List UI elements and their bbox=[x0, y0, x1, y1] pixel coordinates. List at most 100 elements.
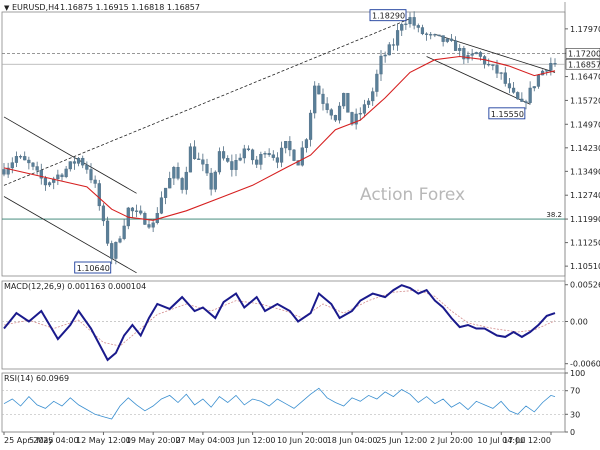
candle-body bbox=[205, 163, 209, 174]
candle-body bbox=[159, 197, 164, 214]
candle-body bbox=[221, 151, 226, 159]
fib-label: 38.2 bbox=[546, 211, 562, 219]
candle-body bbox=[238, 157, 242, 161]
price-tick-label: 1.15720 bbox=[570, 96, 600, 105]
candle-body bbox=[23, 156, 27, 161]
candle-body bbox=[474, 52, 478, 55]
candle-body bbox=[6, 167, 10, 175]
candle-body bbox=[93, 179, 97, 184]
candle-body bbox=[213, 171, 217, 190]
candle-body bbox=[122, 225, 126, 239]
macd-tick-label: 0.005267 bbox=[570, 281, 600, 290]
symbol-label: EURUSD,H4 bbox=[12, 3, 59, 12]
dropdown-icon: ▼ bbox=[4, 4, 10, 12]
candle-body bbox=[549, 62, 553, 71]
candle-body bbox=[536, 74, 541, 87]
candle-body bbox=[292, 149, 296, 161]
candle-body bbox=[47, 182, 52, 186]
candle-body bbox=[130, 207, 135, 212]
candle-body bbox=[553, 62, 557, 65]
candle-body bbox=[14, 156, 19, 163]
candle-body bbox=[375, 73, 379, 92]
rsi-line bbox=[3, 387, 556, 420]
rsi-tick-label: 30 bbox=[570, 410, 580, 419]
candle-body bbox=[400, 24, 404, 31]
macd-signal-line bbox=[3, 289, 556, 347]
low-may-annotation-box bbox=[74, 261, 112, 274]
last-price-axis-label: 1.16857 bbox=[568, 60, 600, 69]
price-tick-label: 1.14970 bbox=[570, 120, 600, 129]
candle-body bbox=[81, 157, 85, 166]
candle-body bbox=[201, 159, 205, 165]
candle-body bbox=[499, 72, 503, 74]
candle-body bbox=[532, 86, 536, 89]
candle-body bbox=[453, 40, 458, 51]
candle-body bbox=[325, 103, 329, 110]
candle-body bbox=[18, 156, 23, 158]
channel-may-upper bbox=[3, 116, 137, 194]
candle-body bbox=[470, 53, 474, 56]
candle-body bbox=[35, 166, 39, 171]
candle-body bbox=[304, 139, 309, 148]
rsi-tick-label: 100 bbox=[570, 369, 585, 378]
candle-body bbox=[412, 17, 416, 26]
candle-body bbox=[226, 158, 230, 162]
candle-body bbox=[230, 161, 234, 170]
price-tick-label: 1.14230 bbox=[570, 144, 600, 153]
candle-body bbox=[56, 174, 60, 180]
time-tick-label: 3 Jun 12:00 bbox=[230, 436, 276, 445]
candle-body bbox=[10, 162, 14, 169]
time-tick-label: 18 Jun 04:00 bbox=[327, 436, 378, 445]
peak-annotation-label: 1.18290 bbox=[372, 12, 405, 21]
candle-body bbox=[445, 38, 449, 42]
candle-body bbox=[308, 112, 313, 140]
low-jul-annotation-label: 1.15550 bbox=[491, 110, 524, 119]
watermark: Action Forex bbox=[360, 185, 465, 205]
candle-body bbox=[516, 92, 520, 100]
candle-body bbox=[300, 147, 304, 166]
candle-body bbox=[408, 17, 412, 25]
candle-body bbox=[259, 154, 263, 165]
candle-body bbox=[242, 148, 246, 159]
candle-body bbox=[507, 83, 512, 89]
candle-body bbox=[387, 44, 391, 56]
candle-body bbox=[337, 105, 342, 121]
macd-main-line bbox=[3, 284, 556, 362]
candle-body bbox=[118, 238, 122, 243]
candle-body bbox=[346, 92, 350, 113]
low-may-annotation-label: 1.10640 bbox=[77, 264, 110, 273]
macd-tick-label: -0.00604 bbox=[570, 360, 600, 369]
candle-body bbox=[134, 210, 139, 212]
candle-body bbox=[371, 91, 375, 102]
candle-body bbox=[321, 93, 325, 104]
price-tick-label: 1.11250 bbox=[570, 239, 600, 248]
channel-jul-lower bbox=[426, 56, 531, 105]
candle-body bbox=[391, 44, 396, 46]
candle-body bbox=[317, 85, 321, 95]
time-tick-label: 27 May 04:00 bbox=[175, 436, 230, 445]
candle-body bbox=[188, 146, 193, 173]
candle-body bbox=[263, 153, 267, 155]
candle-body bbox=[379, 55, 383, 75]
macd-header: MACD(12,26,9) 0.001163 0.000104 bbox=[4, 282, 146, 291]
candle-body bbox=[288, 141, 292, 151]
candle-body bbox=[184, 171, 188, 190]
time-tick-label: 10 Jun 20:00 bbox=[277, 436, 328, 445]
time-tick-label: 25 Jun 12:00 bbox=[376, 436, 427, 445]
time-tick-label: 17 Jul 12:00 bbox=[503, 436, 551, 445]
candle-body bbox=[420, 27, 425, 35]
candle-body bbox=[313, 85, 317, 114]
candle-body bbox=[172, 167, 176, 179]
moving-average-line bbox=[3, 55, 556, 221]
time-tick-label: 10 Jul 04:00 bbox=[477, 436, 525, 445]
resistance-axis-label: 1.17200 bbox=[568, 49, 600, 58]
candle-body bbox=[462, 48, 466, 60]
peak-annotation-box bbox=[369, 9, 407, 22]
candle-body bbox=[105, 220, 110, 244]
candle-body bbox=[43, 178, 48, 186]
candle-body bbox=[395, 30, 400, 46]
time-tick-label: 12 May 12:00 bbox=[76, 436, 131, 445]
candle-body bbox=[275, 157, 280, 163]
uptrend-line bbox=[3, 18, 411, 186]
